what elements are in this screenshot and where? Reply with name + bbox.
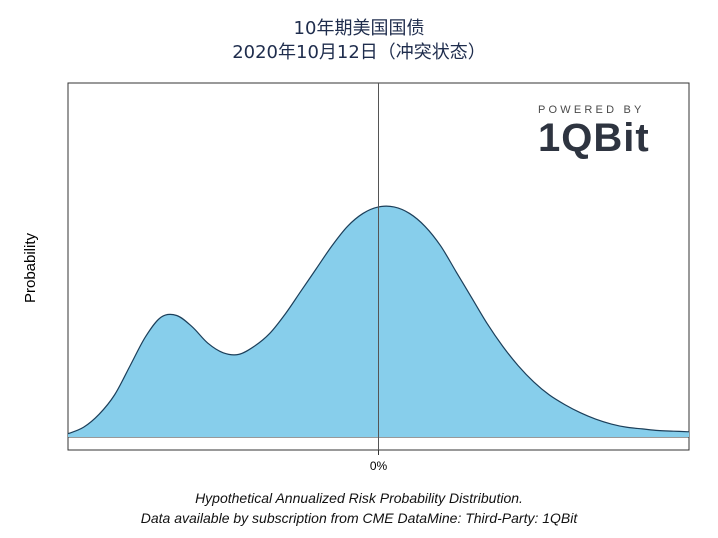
chart-title-line2: 2020年10月12日（冲突状态） <box>232 42 486 63</box>
chart-title-line1: 10年期美国国债 <box>293 18 425 39</box>
caption-line2: Data available by subscription from CME … <box>140 510 578 526</box>
logo-powered-by: POWERED BY <box>538 104 645 116</box>
caption-line1: Hypothetical Annualized Risk Probability… <box>195 490 523 506</box>
logo-brand: 1QBit <box>538 116 650 161</box>
x-tick-label: 0% <box>370 459 388 473</box>
logo-brand-text: 1QBit <box>538 116 650 160</box>
